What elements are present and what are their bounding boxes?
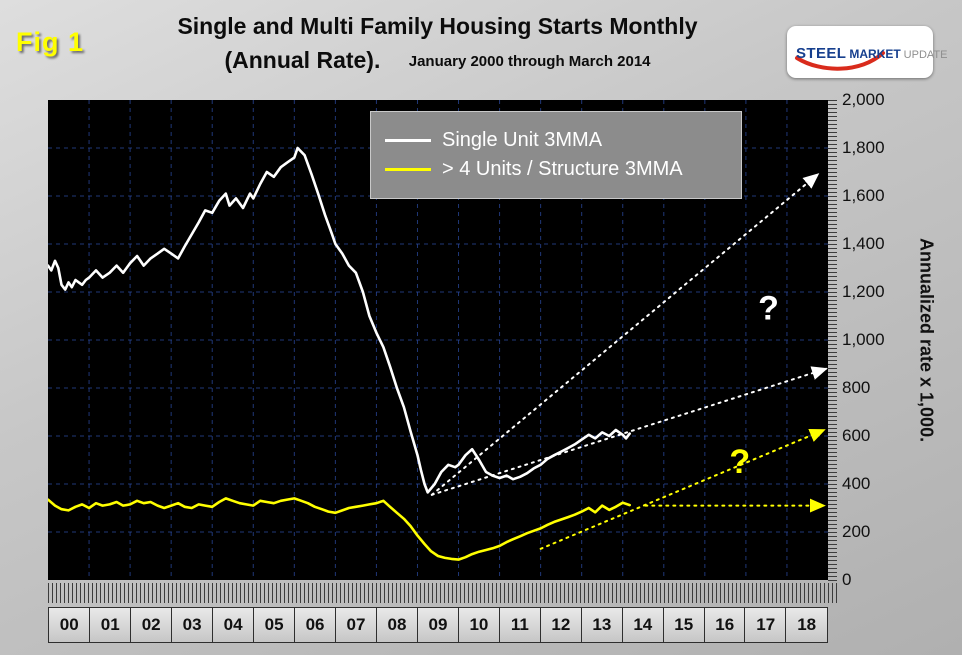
y-tick-label: 200	[842, 522, 871, 541]
question-mark-annotation: ?	[729, 443, 750, 481]
y-tick-label: 1,400	[842, 234, 885, 253]
y-tick-label: 1,000	[842, 330, 885, 349]
logo-text: STEEL MARKET UPDATE	[796, 45, 947, 63]
y-tick-label: 800	[842, 378, 871, 397]
chart-header: Single and Multi Family Housing Starts M…	[105, 13, 770, 74]
date-range-subtitle: January 2000 through March 2014	[408, 53, 651, 70]
x-year-label: 06	[293, 607, 337, 643]
series-line-1	[48, 497, 632, 561]
x-year-label: 00	[48, 607, 91, 643]
chart-canvas: ??	[48, 100, 828, 580]
chart-title-line2: (Annual Rate). January 2000 through Marc…	[105, 47, 770, 74]
legend-item-0: Single Unit 3MMA	[385, 129, 727, 152]
legend-label: > 4 Units / Structure 3MMA	[442, 158, 683, 180]
legend-line-sample	[385, 168, 431, 171]
figure-label: Fig 1	[16, 27, 85, 57]
y-axis-title: Annualized rate x 1,000.	[916, 237, 937, 443]
x-year-label: 01	[88, 607, 132, 643]
steel-market-update-logo: STEEL MARKET UPDATE	[787, 26, 947, 78]
y-tick-label: 1,200	[842, 282, 885, 301]
annual-rate-label: (Annual Rate).	[224, 47, 381, 73]
logo-market-text: MARKET	[849, 47, 901, 61]
legend: Single Unit 3MMA > 4 Units / Structure 3M…	[370, 111, 742, 199]
x-year-label: 17	[744, 607, 787, 643]
x-axis-year-boxes: 00 01 02 03 04 05 06 07 08 09 10 11 12 13 14 15 16 17 18	[48, 607, 828, 643]
x-year-label: 13	[580, 607, 624, 643]
x-year-label: 10	[457, 607, 501, 643]
y-tick-label: 1,600	[842, 186, 885, 205]
logo-swoosh-icon	[795, 51, 885, 71]
y-tick-label: 2,000	[842, 90, 885, 109]
x-year-label: 08	[375, 607, 419, 643]
y-axis-tick-labels: 2,000 1,800 1,600 1,400 1,200 1,000 800 600 400 2…	[842, 90, 902, 589]
x-year-label: 02	[129, 607, 173, 643]
x-year-label: 05	[252, 607, 296, 643]
y-tick-label: 0	[842, 570, 852, 589]
legend-line-sample	[385, 139, 431, 142]
x-year-label: 07	[334, 607, 378, 643]
x-year-label: 14	[621, 607, 665, 643]
plot-area: ?? Single Unit 3MMA > 4 Units / Structure…	[48, 100, 828, 580]
question-mark-annotation: ?	[758, 290, 779, 328]
x-year-label: 12	[539, 607, 583, 643]
series-line-0	[48, 146, 632, 494]
x-year-label: 11	[498, 607, 542, 643]
x-year-label: 18	[785, 607, 828, 643]
x-year-label: 03	[170, 607, 214, 643]
x-year-label: 04	[211, 607, 255, 643]
logo-update-text: UPDATE	[903, 49, 948, 61]
y-tick-label: 1,800	[842, 138, 885, 157]
x-year-label: 09	[416, 607, 460, 643]
x-axis-minor-ticks	[48, 583, 837, 603]
logo-steel-text: STEEL	[796, 45, 847, 62]
x-year-label: 16	[703, 607, 746, 643]
y-tick-label: 400	[842, 474, 871, 493]
legend-label: Single Unit 3MMA	[442, 129, 603, 151]
y-axis-minor-ticks	[828, 100, 837, 581]
multi-unit-high-projection-arrow	[539, 428, 826, 550]
single-unit-low-projection-arrow	[430, 366, 828, 496]
legend-item-1: > 4 Units / Structure 3MMA	[385, 158, 727, 181]
x-year-label: 15	[662, 607, 705, 643]
y-tick-label: 600	[842, 426, 871, 445]
single-unit-high-projection-arrow	[430, 173, 820, 496]
chart-title-line1: Single and Multi Family Housing Starts M…	[177, 13, 698, 39]
